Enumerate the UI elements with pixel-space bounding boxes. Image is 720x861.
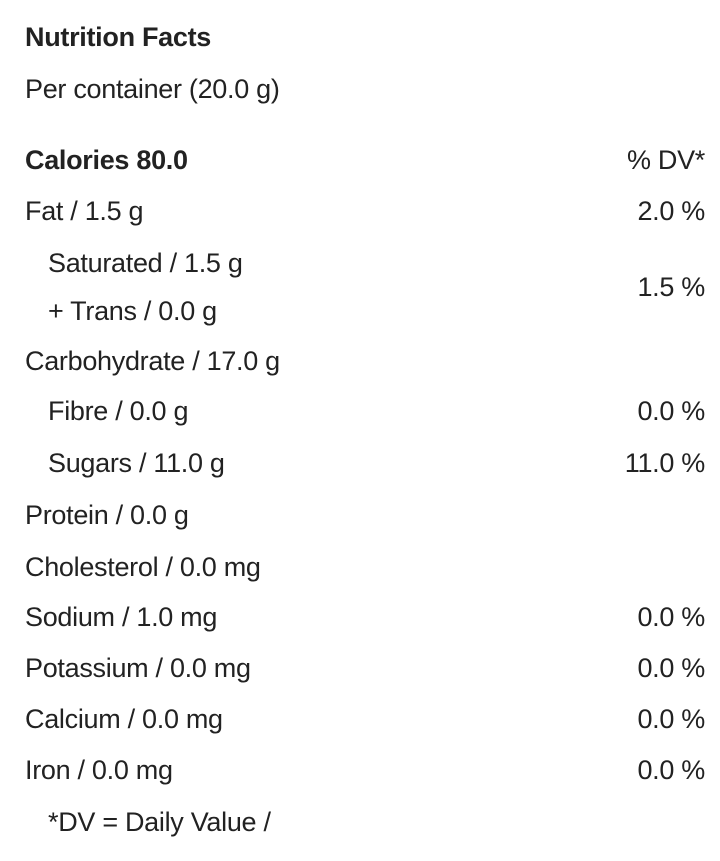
fat-dv: 2.0 % [637,196,705,226]
calcium-dv: 0.0 % [637,704,705,734]
cholesterol-label: Cholesterol / 0.0 mg [25,552,261,582]
fibre-dv: 0.0 % [637,396,705,426]
trans-label: + Trans / 0.0 g [48,296,217,326]
saturated-label: Saturated / 1.5 g [48,248,243,278]
saturated-trans-dv: 1.5 % [637,272,705,302]
sodium-label: Sodium / 1.0 mg [25,602,218,632]
sodium-dv: 0.0 % [637,602,705,632]
sugars-label: Sugars / 11.0 g [48,448,225,478]
calories: Calories 80.0 [25,145,188,175]
dv-footnote: *DV = Daily Value / [48,807,271,837]
calcium-label: Calcium / 0.0 mg [25,704,223,734]
fat-label: Fat / 1.5 g [25,196,144,226]
iron-dv: 0.0 % [637,755,705,785]
carbohydrate-label: Carbohydrate / 17.0 g [25,346,280,376]
nutrition-title: Nutrition Facts [25,22,212,52]
sugars-dv: 11.0 % [624,448,706,478]
potassium-label: Potassium / 0.0 mg [25,653,251,683]
protein-label: Protein / 0.0 g [25,500,189,530]
dv-header: % DV* [626,145,705,175]
fibre-label: Fibre / 0.0 g [48,396,189,426]
potassium-dv: 0.0 % [637,653,705,683]
iron-label: Iron / 0.0 mg [25,755,173,785]
serving-size: Per container (20.0 g) [25,74,280,104]
